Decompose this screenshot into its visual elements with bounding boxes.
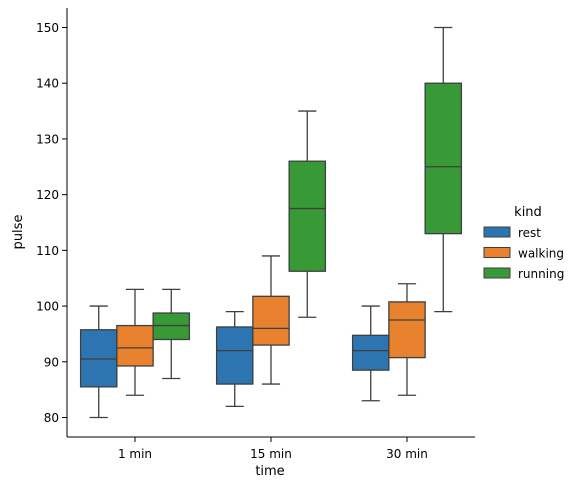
y-tick-label: 80 [44,411,59,425]
box-body [215,326,254,385]
box-body [388,301,426,359]
x-axis: 1 min 15 min 30 min [67,436,475,461]
box-body [288,160,327,272]
legend-swatch [483,226,511,238]
legend-label: walking [518,247,564,261]
box-rest-1min [79,305,118,419]
legend-item-walking: walking [483,247,564,261]
box-running-30min [424,26,463,313]
y-tick-label: 130 [36,132,59,146]
y-tick-label: 100 [36,300,59,314]
legend-label: rest [518,226,541,240]
y-axis-label: pulse [11,215,26,250]
x-tick-label: 15 min [250,447,292,461]
legend-title: kind [514,205,542,220]
y-tick-label: 90 [44,355,59,369]
y-axis: 80 90 100 110 120 130 140 150 [36,8,68,437]
box-body [79,329,118,388]
y-tick-label: 120 [36,188,59,202]
legend-swatch [483,247,511,258]
legend-item-rest: rest [483,226,541,240]
x-axis-label: time [255,464,284,479]
plot-area [79,26,463,419]
box-rest-30min [351,305,390,402]
box-body [252,295,290,346]
legend-label: running [518,267,564,281]
y-tick-label: 140 [36,77,59,91]
legend: kind rest walking running [483,205,564,281]
y-tick-label: 110 [36,244,59,258]
x-tick-label: 30 min [386,447,428,461]
box-running-1min [152,288,191,380]
box-body [424,82,463,235]
y-tick-label: 150 [36,21,59,35]
box-body [351,334,390,371]
legend-item-running: running [483,267,564,281]
x-tick-label: 1 min [118,447,152,461]
box-walking-15min [252,255,290,385]
box-body [152,312,191,341]
box-rest-15min [215,310,254,408]
box-walking-30min [388,283,426,396]
box-walking-1min [116,288,154,396]
box-body [116,324,154,367]
box-running-15min [288,110,327,318]
legend-swatch [483,267,511,279]
